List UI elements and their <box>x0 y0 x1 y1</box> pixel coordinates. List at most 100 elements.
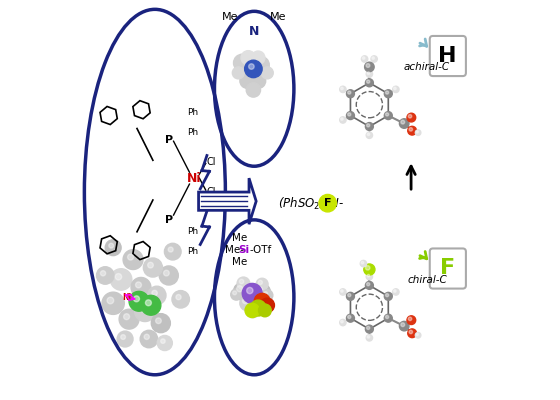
Circle shape <box>164 270 169 276</box>
Text: Si: Si <box>239 245 249 255</box>
Text: Ni: Ni <box>123 293 132 302</box>
Circle shape <box>340 289 346 295</box>
Circle shape <box>385 315 389 318</box>
Circle shape <box>319 194 337 212</box>
Circle shape <box>366 335 372 341</box>
Circle shape <box>362 57 365 59</box>
Circle shape <box>409 330 413 334</box>
Circle shape <box>394 290 396 292</box>
Circle shape <box>131 278 151 297</box>
Text: Ph: Ph <box>186 227 198 236</box>
Circle shape <box>96 267 114 284</box>
Text: achiral-C: achiral-C <box>404 62 450 72</box>
Circle shape <box>159 266 178 285</box>
Circle shape <box>259 304 271 317</box>
Circle shape <box>367 124 370 127</box>
Circle shape <box>262 290 273 301</box>
Circle shape <box>148 262 153 268</box>
Text: Me: Me <box>270 12 286 22</box>
Circle shape <box>348 91 351 94</box>
Circle shape <box>361 261 364 264</box>
Circle shape <box>367 336 370 338</box>
Circle shape <box>231 289 242 300</box>
Circle shape <box>148 286 166 304</box>
Text: chiral-C: chiral-C <box>407 275 447 285</box>
Circle shape <box>250 300 266 316</box>
Circle shape <box>172 290 189 308</box>
Circle shape <box>372 57 375 59</box>
FancyBboxPatch shape <box>430 248 466 288</box>
Text: H: H <box>438 46 457 66</box>
Circle shape <box>360 260 367 267</box>
Circle shape <box>143 258 162 277</box>
Circle shape <box>408 114 412 118</box>
Circle shape <box>262 67 273 79</box>
Circle shape <box>254 284 270 300</box>
Circle shape <box>102 292 124 314</box>
Circle shape <box>117 331 133 347</box>
Circle shape <box>110 269 132 290</box>
Text: N: N <box>249 25 259 38</box>
Circle shape <box>244 63 259 79</box>
Circle shape <box>256 287 263 292</box>
Circle shape <box>366 71 372 77</box>
Text: -OTf: -OTf <box>249 245 271 255</box>
Circle shape <box>129 291 149 311</box>
Text: Cl: Cl <box>207 187 216 197</box>
Circle shape <box>253 57 269 73</box>
Circle shape <box>168 247 173 252</box>
Circle shape <box>136 282 142 288</box>
Circle shape <box>340 320 343 323</box>
FancyArrowPatch shape <box>419 252 427 259</box>
Circle shape <box>367 72 370 74</box>
Circle shape <box>416 333 418 336</box>
Circle shape <box>251 296 265 310</box>
Circle shape <box>401 323 405 326</box>
Circle shape <box>241 51 255 65</box>
FancyArrowPatch shape <box>419 39 427 46</box>
Circle shape <box>254 293 270 309</box>
Text: Ph: Ph <box>186 108 198 117</box>
Circle shape <box>384 292 392 300</box>
Circle shape <box>165 243 181 260</box>
Circle shape <box>367 283 370 286</box>
Circle shape <box>407 316 416 324</box>
Circle shape <box>408 329 417 338</box>
Circle shape <box>139 306 146 312</box>
Circle shape <box>384 314 392 322</box>
Circle shape <box>247 292 253 298</box>
Circle shape <box>245 60 262 78</box>
Circle shape <box>416 130 421 136</box>
Circle shape <box>240 296 255 311</box>
Circle shape <box>366 132 372 138</box>
Circle shape <box>347 112 354 120</box>
Circle shape <box>133 296 139 302</box>
Circle shape <box>242 284 262 303</box>
Text: Cl: Cl <box>207 157 216 167</box>
Circle shape <box>416 332 421 338</box>
Circle shape <box>249 64 254 69</box>
Circle shape <box>242 298 248 304</box>
Circle shape <box>366 79 374 87</box>
Text: Ph: Ph <box>186 247 198 256</box>
Circle shape <box>140 330 158 348</box>
Text: Me: Me <box>232 233 248 243</box>
Circle shape <box>128 254 133 260</box>
Circle shape <box>246 305 259 318</box>
Circle shape <box>348 315 351 318</box>
Circle shape <box>124 314 129 320</box>
Circle shape <box>384 90 392 98</box>
Text: Me-: Me- <box>225 245 244 255</box>
Circle shape <box>264 292 268 296</box>
Circle shape <box>348 113 351 116</box>
Circle shape <box>407 113 416 122</box>
Circle shape <box>366 122 374 130</box>
Circle shape <box>100 271 106 276</box>
Circle shape <box>399 119 409 128</box>
Circle shape <box>366 274 372 280</box>
Circle shape <box>348 294 351 297</box>
Circle shape <box>365 62 374 72</box>
Circle shape <box>246 287 253 294</box>
Circle shape <box>366 325 374 333</box>
Polygon shape <box>199 178 256 224</box>
